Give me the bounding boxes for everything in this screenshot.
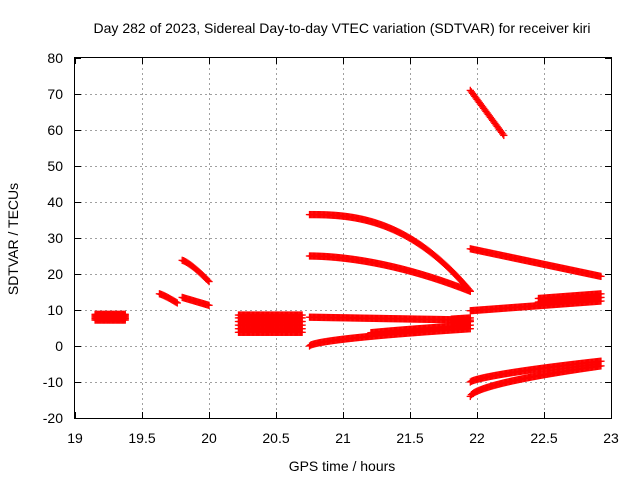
x-tick-label: 21: [335, 430, 351, 446]
y-tick-label: 30: [47, 230, 63, 246]
y-tick-label: 50: [47, 158, 63, 174]
y-tick-label: 80: [47, 50, 63, 66]
data-point-s3: [204, 276, 212, 285]
x-tick-label: 19: [67, 430, 83, 446]
data-points: [91, 86, 605, 401]
data-point-s9: [466, 314, 474, 322]
plot-frame: [74, 57, 612, 419]
x-tick-label: 22: [469, 430, 485, 446]
data-point-s2: [173, 299, 181, 307]
axis-ticks: [75, 58, 612, 419]
x-tick-label: 22.5: [530, 430, 557, 446]
y-axis-label: SDTVAR / TECUs: [5, 183, 21, 295]
x-tick-label: 23: [603, 430, 619, 446]
y-tick-label: 40: [47, 194, 63, 210]
x-tick-label: 19.5: [128, 430, 155, 446]
y-tick-label: 0: [55, 338, 63, 354]
data-point-s10: [500, 131, 508, 140]
x-axis-label: GPS time / hours: [289, 458, 396, 474]
x-tick-label: 20: [201, 430, 217, 446]
data-point-s1: [121, 310, 129, 318]
y-tick-labels: -20 -10 0 10 20 30 40 50 60 70 80: [43, 50, 63, 426]
y-tick-label: -20: [43, 410, 63, 426]
y-tick-label: 10: [47, 302, 63, 318]
data-point-s2: [172, 298, 180, 306]
x-tick-label: 20.5: [262, 430, 289, 446]
data-point-s5: [298, 311, 306, 319]
y-tick-label: -10: [43, 374, 63, 390]
chart-title: Day 282 of 2023, Sidereal Day-to-day VTE…: [94, 20, 591, 36]
data-point-s11: [597, 272, 605, 281]
data-point-s12: [597, 290, 605, 298]
x-tick-labels: 19 19.5 20 20.5 21 21.5 22 22.5 23: [67, 430, 619, 446]
data-point-s4: [205, 301, 213, 309]
data-point-s7: [466, 287, 474, 295]
y-tick-label: 60: [47, 122, 63, 138]
data-point-s3: [205, 277, 213, 286]
y-tick-label: 20: [47, 266, 63, 282]
x-tick-label: 21.5: [396, 430, 423, 446]
y-tick-label: 70: [47, 86, 63, 102]
data-point-s14: [597, 362, 605, 370]
